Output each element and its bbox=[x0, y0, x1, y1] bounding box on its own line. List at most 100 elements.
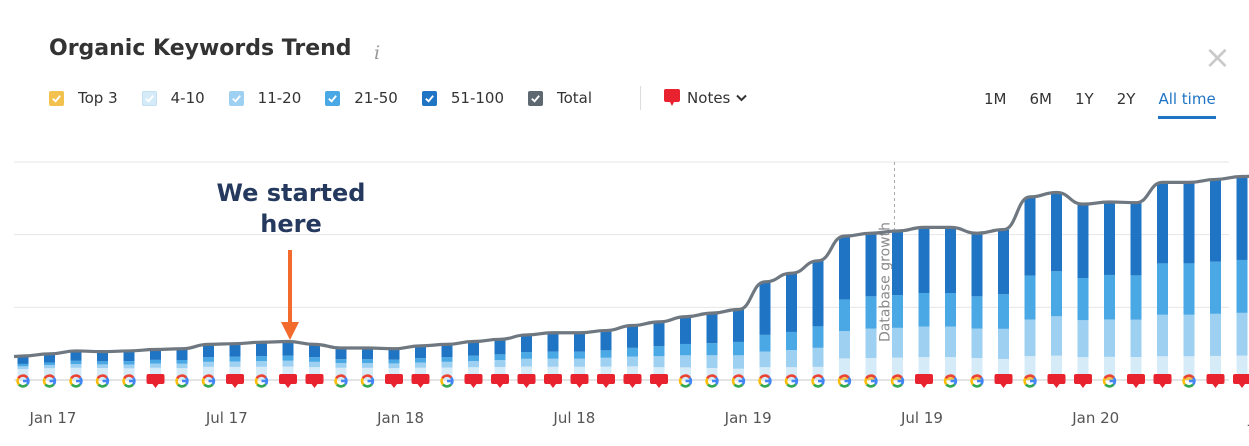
bar-segment bbox=[1077, 278, 1089, 321]
chevron-down-icon bbox=[736, 94, 748, 102]
note-icon bbox=[1233, 374, 1249, 388]
bar-segment bbox=[468, 367, 479, 380]
range-6m[interactable]: 6M bbox=[1029, 90, 1053, 108]
bar bbox=[1210, 179, 1221, 380]
bar-segment bbox=[494, 366, 506, 380]
bar-segment bbox=[44, 353, 55, 363]
note-icon bbox=[544, 374, 562, 388]
bar-segment bbox=[1210, 179, 1221, 262]
note-icon bbox=[650, 374, 668, 388]
legend-item-11-20[interactable]: 11-20 bbox=[228, 89, 301, 107]
bar-segment bbox=[918, 357, 930, 377]
bar-segment bbox=[282, 355, 294, 361]
bar-segment bbox=[1183, 376, 1195, 380]
bar-segment bbox=[839, 331, 850, 359]
bar-segment bbox=[203, 361, 214, 367]
checkbox-icon[interactable] bbox=[141, 90, 157, 106]
bar bbox=[786, 273, 797, 380]
checkbox-icon[interactable] bbox=[528, 90, 543, 106]
checkbox-icon[interactable] bbox=[228, 90, 244, 106]
bar-segment bbox=[574, 366, 585, 380]
note-icon bbox=[664, 89, 681, 106]
bar bbox=[309, 344, 320, 380]
google-icon bbox=[122, 374, 136, 388]
bar-segment bbox=[309, 367, 320, 380]
bar-segment bbox=[97, 361, 108, 365]
google-icon bbox=[175, 374, 189, 388]
bar-segment bbox=[1236, 259, 1248, 313]
bar-segment bbox=[892, 327, 903, 358]
bar-segment bbox=[653, 367, 665, 380]
range-all-time[interactable]: All time bbox=[1158, 90, 1216, 119]
bar-segment bbox=[839, 358, 850, 378]
x-tick-label: Jul 19 bbox=[900, 409, 943, 427]
legend-label: Total bbox=[557, 89, 593, 107]
note-icon bbox=[305, 374, 324, 388]
bar-segment bbox=[945, 357, 956, 377]
bar-segment bbox=[441, 367, 453, 380]
legend-label: 51-100 bbox=[450, 89, 504, 107]
bar bbox=[256, 342, 267, 380]
bar-segment bbox=[335, 348, 347, 360]
bar bbox=[733, 309, 744, 380]
bar-segment bbox=[706, 343, 718, 356]
bar-segment bbox=[547, 351, 559, 359]
legend-item-51-100[interactable]: 51-100 bbox=[421, 89, 504, 107]
bar-segment bbox=[150, 349, 161, 360]
checkbox-icon[interactable] bbox=[325, 90, 341, 106]
bar-segment bbox=[786, 350, 797, 368]
bar bbox=[415, 345, 426, 380]
bar-segment bbox=[918, 227, 930, 294]
legend-item-total[interactable]: Total bbox=[528, 89, 592, 107]
bar-segment bbox=[70, 367, 82, 380]
bar bbox=[865, 233, 877, 380]
bar-segment bbox=[1183, 263, 1195, 315]
bar-segment bbox=[1104, 319, 1115, 357]
google-icon bbox=[864, 374, 878, 388]
bar-segment bbox=[812, 260, 824, 327]
bar-segment bbox=[1051, 316, 1062, 356]
bar-segment bbox=[1210, 261, 1221, 314]
bar-segment bbox=[865, 377, 877, 380]
legend-item-top3[interactable]: Top 3 bbox=[49, 89, 118, 107]
bar-segment bbox=[1130, 202, 1142, 276]
bar-segment bbox=[680, 355, 691, 368]
bar bbox=[918, 227, 930, 380]
legend-item-4-10[interactable]: 4-10 bbox=[141, 89, 205, 107]
bar-segment bbox=[70, 360, 82, 365]
bar-segment bbox=[176, 363, 188, 369]
bar-segment bbox=[1130, 356, 1142, 377]
checkbox-icon[interactable] bbox=[49, 90, 64, 106]
info-icon[interactable]: i bbox=[374, 42, 381, 64]
bar-segment bbox=[1104, 201, 1115, 275]
bar-segment bbox=[1183, 182, 1195, 264]
bar-segment bbox=[547, 358, 559, 367]
bar-segment bbox=[600, 350, 612, 358]
google-icon bbox=[1023, 374, 1037, 388]
annotation-line-2: here bbox=[260, 210, 322, 238]
range-2y[interactable]: 2Y bbox=[1116, 90, 1136, 108]
close-icon[interactable]: × bbox=[1204, 38, 1231, 76]
bar-segment bbox=[521, 334, 532, 353]
note-icon bbox=[411, 374, 430, 388]
google-icon bbox=[837, 374, 852, 388]
bar-segment bbox=[494, 360, 506, 367]
bar-segment bbox=[971, 328, 983, 358]
google-icon bbox=[784, 374, 799, 388]
notes-dropdown[interactable]: Notes bbox=[663, 88, 748, 108]
checkbox-icon[interactable] bbox=[421, 90, 437, 106]
bar bbox=[150, 349, 161, 380]
bar-segment bbox=[680, 316, 691, 344]
bar-segment bbox=[892, 357, 903, 378]
note-icon bbox=[464, 374, 483, 388]
bar-segment bbox=[415, 362, 426, 368]
legend-item-21-50[interactable]: 21-50 bbox=[325, 89, 398, 107]
bar-segment bbox=[415, 345, 426, 359]
note-icon bbox=[570, 374, 589, 388]
bar-segment bbox=[706, 355, 718, 368]
bar-segment bbox=[918, 326, 930, 358]
range-1y[interactable]: 1Y bbox=[1075, 90, 1094, 108]
range-1m[interactable]: 1M bbox=[984, 90, 1007, 108]
bar-segment bbox=[388, 348, 400, 360]
total-series-line bbox=[13, 174, 1249, 359]
